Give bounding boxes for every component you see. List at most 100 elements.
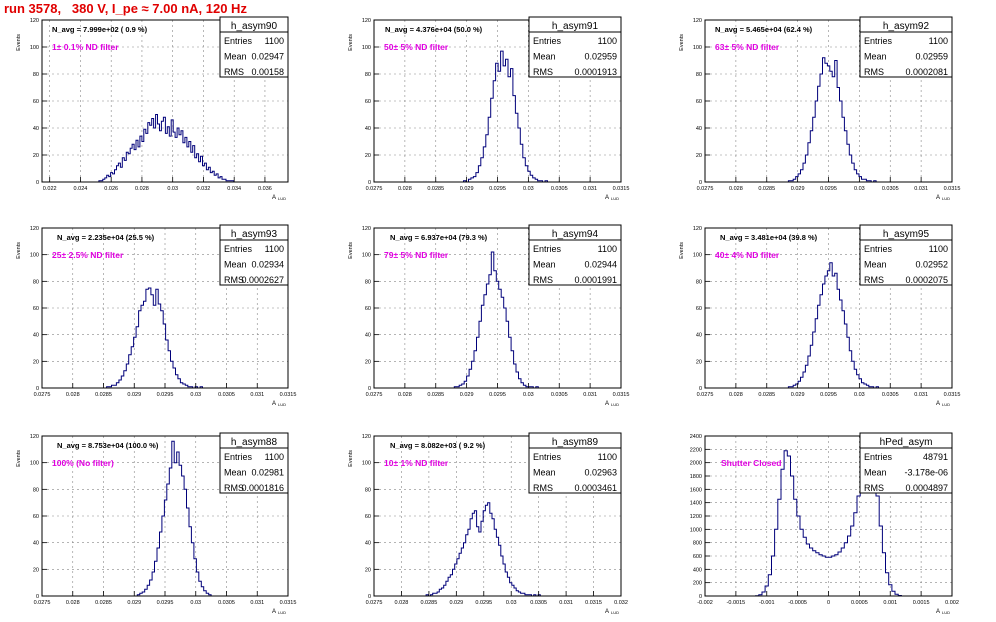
filter-annotation: 63± 5% ND filter <box>715 42 780 52</box>
x-tick-label: 0.0315 <box>280 392 297 398</box>
x-tick-label: 0.029 <box>791 392 805 398</box>
histogram-name: h_asym91 <box>552 21 599 32</box>
y-tick-label: 2200 <box>690 447 702 453</box>
x-tick-label: 0.031 <box>250 392 264 398</box>
y-tick-label: 60 <box>365 99 371 105</box>
y-tick-label: 600 <box>693 554 702 560</box>
x-tick-label: 0.0285 <box>95 600 112 606</box>
stat-value: 1100 <box>265 452 284 462</box>
stat-value: 0.02934 <box>251 260 284 270</box>
x-axis-label: A <box>605 401 609 407</box>
x-axis-subscript: LUD <box>611 196 619 201</box>
x-tick-label: 0.028 <box>729 392 743 398</box>
histogram-name: h_asym95 <box>883 229 930 240</box>
x-tick-label: 0.03 <box>167 186 178 192</box>
y-tick-label: 60 <box>33 99 39 105</box>
stat-value: 0.02963 <box>584 468 617 478</box>
y-tick-label: 60 <box>365 306 371 312</box>
x-axis-subscript: LUD <box>942 402 950 407</box>
y-axis-label: Events <box>348 242 354 259</box>
n-avg-label: N_avg = 8.082e+03 ( 9.2 %) <box>390 441 486 450</box>
x-tick-label: 0.0275 <box>366 392 383 398</box>
y-tick-label: 800 <box>693 541 702 547</box>
x-tick-label: 0.026 <box>104 186 118 192</box>
stat-key: Entries <box>864 452 893 462</box>
y-tick-label: 120 <box>362 434 371 440</box>
x-tick-label: 0.03 <box>523 392 534 398</box>
x-tick-label: 0.031 <box>559 600 573 606</box>
y-tick-label: 120 <box>30 226 39 232</box>
filter-annotation: 25± 2.5% ND filter <box>52 250 124 260</box>
stat-value: 0.0003461 <box>574 483 617 493</box>
histogram-name: h_asym90 <box>231 21 278 32</box>
stat-key: Mean <box>864 52 887 62</box>
stat-value: 0.0004897 <box>905 483 948 493</box>
y-tick-label: 1600 <box>690 487 702 493</box>
stat-key: Entries <box>224 36 253 46</box>
x-tick-label: 0.0285 <box>427 186 444 192</box>
y-tick-label: 80 <box>33 279 39 285</box>
x-tick-label: 0.0285 <box>95 392 112 398</box>
x-axis-subscript: LUD <box>278 610 286 615</box>
x-tick-label: 0.0305 <box>882 186 899 192</box>
x-axis-label: A <box>936 195 940 201</box>
x-axis-subscript: LUD <box>611 610 619 615</box>
x-axis-label: A <box>272 609 276 615</box>
filter-annotation: 10± 1% ND filter <box>384 458 449 468</box>
x-tick-label: 0.028 <box>398 186 412 192</box>
y-tick-label: 80 <box>33 487 39 493</box>
x-tick-label: 0.0305 <box>218 392 235 398</box>
y-tick-label: 80 <box>696 279 702 285</box>
stats-box: h_asym95 Entries 1100 Mean 0.02952 RMS 0.00020… <box>859 224 953 286</box>
y-tick-label: 120 <box>362 226 371 232</box>
y-axis-label: Events <box>16 34 22 51</box>
y-tick-label: 20 <box>696 359 702 365</box>
y-tick-label: 40 <box>365 333 371 339</box>
x-tick-label: 0.0315 <box>944 186 961 192</box>
x-tick-label: 0.0305 <box>551 186 568 192</box>
y-tick-label: 400 <box>693 567 702 573</box>
x-tick-label: 0.028 <box>729 186 743 192</box>
x-tick-label: 0.031 <box>914 392 928 398</box>
stat-value: 0.0001816 <box>241 483 284 493</box>
x-tick-label: 0.028 <box>398 392 412 398</box>
y-tick-label: 0 <box>368 594 371 600</box>
stat-value: 0.02944 <box>584 260 617 270</box>
stat-value: 1100 <box>265 244 284 254</box>
n-avg-label: N_avg = 6.937e+04 (79.3 %) <box>390 233 488 242</box>
stat-value: 1100 <box>265 36 284 46</box>
histogram-outline <box>106 287 218 389</box>
histogram-outline <box>453 251 541 389</box>
x-tick-label: -0.0005 <box>788 600 807 606</box>
x-tick-label: 0.029 <box>460 186 474 192</box>
stat-value: 0.02952 <box>915 260 948 270</box>
stat-key: Mean <box>533 260 556 270</box>
y-tick-label: 40 <box>365 126 371 132</box>
y-tick-label: 120 <box>362 18 371 24</box>
n-avg-label: N_avg = 4.376e+04 (50.0 %) <box>385 25 483 34</box>
histogram-panel-h_asym94: 0.0275 0.028 0.0285 0.029 0.0295 0.03 0.0305 0.… <box>348 224 629 407</box>
x-tick-label: 0.001 <box>883 600 897 606</box>
stat-key: Mean <box>224 52 247 62</box>
x-tick-label: 0.0305 <box>882 392 899 398</box>
x-tick-label: 0.0315 <box>944 392 961 398</box>
x-axis-label: A <box>936 401 940 407</box>
stat-key: Mean <box>864 260 887 270</box>
stats-box: h_asym88 Entries 1100 Mean 0.02981 RMS0.00018… <box>219 432 289 494</box>
stat-key: Entries <box>224 452 253 462</box>
x-tick-label: 0.0295 <box>157 392 174 398</box>
x-tick-label: 0.029 <box>449 600 463 606</box>
x-tick-label: 0.03 <box>506 600 517 606</box>
y-tick-label: 0 <box>368 386 371 392</box>
stats-box: h_asym89 Entries 1100 Mean 0.02963 RMS 0.00034… <box>528 432 622 494</box>
histogram-name: h_asym93 <box>231 229 278 240</box>
y-tick-label: 40 <box>365 541 371 547</box>
stat-key: RMS <box>864 483 884 493</box>
histogram-outline <box>463 50 550 183</box>
y-tick-label: 0 <box>699 386 702 392</box>
stat-value: 1100 <box>929 36 948 46</box>
histogram-outline <box>98 114 236 183</box>
x-tick-label: 0.031 <box>914 186 928 192</box>
x-tick-label: 0.03 <box>854 186 865 192</box>
filter-annotation: 40± 4% ND filter <box>715 250 780 260</box>
